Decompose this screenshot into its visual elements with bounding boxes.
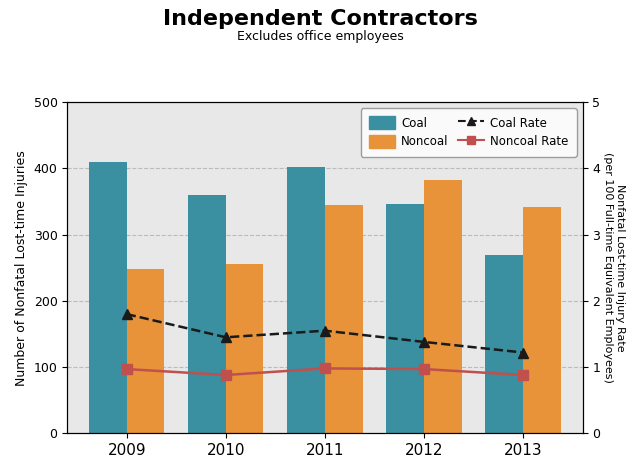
Bar xyxy=(387,203,424,433)
Bar xyxy=(188,195,226,433)
Noncoal Rate xyxy=(123,366,131,372)
Bar xyxy=(523,207,561,433)
Coal Rate xyxy=(222,334,230,340)
Noncoal Rate xyxy=(222,372,230,378)
Y-axis label: Number of Nonfatal Lost-time Injuries: Number of Nonfatal Lost-time Injuries xyxy=(15,150,28,385)
Bar xyxy=(325,205,363,433)
Bar xyxy=(486,254,523,433)
Bar xyxy=(89,162,127,433)
Line: Noncoal Rate: Noncoal Rate xyxy=(122,364,528,380)
Coal Rate xyxy=(420,339,428,345)
Legend: Coal, Noncoal, Coal Rate, Noncoal Rate: Coal, Noncoal, Coal Rate, Noncoal Rate xyxy=(361,108,577,157)
Coal Rate xyxy=(123,311,131,317)
Bar xyxy=(287,166,325,433)
Coal Rate xyxy=(321,328,329,333)
Line: Coal Rate: Coal Rate xyxy=(122,309,528,358)
Noncoal Rate xyxy=(321,366,329,371)
Noncoal Rate xyxy=(519,372,527,378)
Bar xyxy=(424,180,461,433)
Text: Independent Contractors: Independent Contractors xyxy=(163,9,477,29)
Bar xyxy=(226,264,264,433)
Bar xyxy=(127,269,164,433)
Y-axis label: Nonfatal Lost-time Injury Rate
(per 100 Full-time Equivalent Employees): Nonfatal Lost-time Injury Rate (per 100 … xyxy=(604,152,625,383)
Text: Excludes office employees: Excludes office employees xyxy=(237,30,403,43)
Noncoal Rate xyxy=(420,366,428,372)
Coal Rate xyxy=(519,350,527,355)
